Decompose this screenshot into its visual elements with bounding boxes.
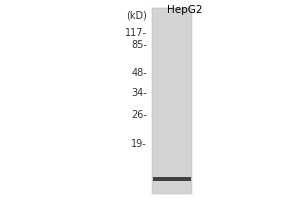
Text: 85-: 85-	[131, 40, 147, 50]
Bar	[152, 8, 192, 194]
Text: 19-: 19-	[131, 139, 147, 149]
Text: 117-: 117-	[125, 28, 147, 38]
Text: 34-: 34-	[131, 88, 147, 98]
Bar	[153, 177, 190, 181]
Text: 26-: 26-	[131, 110, 147, 120]
Text: HepG2: HepG2	[167, 5, 202, 15]
Text: 48-: 48-	[131, 68, 147, 78]
Text: (kD): (kD)	[126, 10, 147, 20]
